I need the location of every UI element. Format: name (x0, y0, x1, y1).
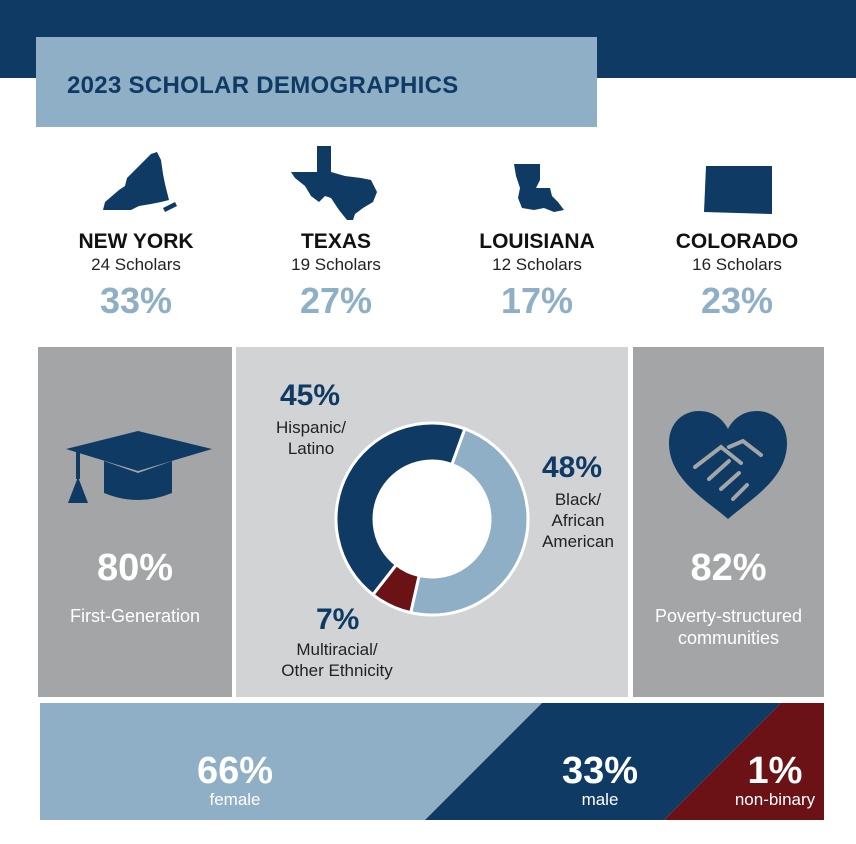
hispanic-percent: 45% (280, 379, 341, 412)
poverty-label-line1: Poverty-structured (654, 606, 803, 626)
state-count: 19 Scholars (291, 255, 381, 274)
ethnicity-donut-chart (334, 421, 530, 617)
first-generation-label: First-Generation (69, 606, 201, 626)
nonbinary-percent: 1% (747, 750, 803, 792)
state-name: NEW YORK (78, 230, 194, 253)
nonbinary-label: non-binary (734, 790, 816, 809)
male-percent: 33% (561, 750, 639, 792)
black-label-line3: American (542, 532, 614, 551)
poverty-label: Poverty-structured communities (633, 605, 824, 649)
state-louisiana: LOUISIANA 12 Scholars 17% (437, 140, 637, 324)
female-label: female (209, 790, 261, 809)
heart-handshake-icon (669, 411, 787, 519)
louisiana-map-icon (514, 164, 564, 212)
hispanic-label: Hispanic/ Latino (256, 417, 366, 459)
state-percent: 17% (500, 280, 574, 321)
multiracial-label-line2: Other Ethnicity (281, 661, 393, 680)
state-count: 16 Scholars (692, 255, 782, 274)
state-name: COLORADO (675, 230, 799, 253)
donut-slice-black (408, 426, 530, 617)
female-percent: 66% (196, 750, 274, 792)
page-title: 2023 SCHOLAR DEMOGRAPHICS (67, 72, 459, 99)
multiracial-label-line1: Multiracial/ (296, 640, 378, 659)
graduation-cap-icon (66, 431, 212, 503)
poverty-label-line2: communities (677, 628, 780, 648)
black-label-line1: Black/ (554, 490, 602, 509)
new-york-map-icon (103, 152, 177, 212)
male-label: male (581, 790, 619, 809)
first-generation-panel: 80% First-Generation (38, 347, 232, 697)
black-percent: 48% (542, 451, 603, 484)
state-name: LOUISIANA (479, 230, 595, 253)
state-percent: 33% (99, 280, 173, 321)
donut-hole (375, 462, 489, 576)
multiracial-percent: 7% (316, 603, 360, 636)
hispanic-label-line2: Latino (287, 439, 335, 458)
ethnicity-panel: 45% Hispanic/ Latino 48% Black/ African … (236, 347, 628, 697)
texas-map-icon (291, 146, 377, 220)
state-name: TEXAS (300, 230, 371, 253)
black-label-line2: African (551, 511, 605, 530)
state-colorado: COLORADO 16 Scholars 23% (637, 140, 837, 324)
state-texas: TEXAS 19 Scholars 27% (236, 140, 436, 324)
poverty-percent: 82% (690, 547, 767, 589)
colorado-map-icon (704, 166, 772, 214)
black-label: Black/ African American (532, 489, 624, 552)
first-generation-percent: 80% (96, 547, 174, 589)
hispanic-label-line1: Hispanic/ (276, 418, 346, 437)
state-count: 12 Scholars (492, 255, 582, 274)
multiracial-label: Multiracial/ Other Ethnicity (262, 639, 412, 681)
donut-slice-hispanic (334, 421, 467, 597)
state-new-york: NEW YORK 24 Scholars 33% (36, 140, 236, 324)
poverty-panel: 82% Poverty-structured communities (633, 347, 824, 697)
state-percent: 27% (299, 280, 373, 321)
state-percent: 23% (700, 280, 774, 321)
state-count: 24 Scholars (91, 255, 181, 274)
title-box: 2023 SCHOLAR DEMOGRAPHICS (36, 37, 597, 127)
